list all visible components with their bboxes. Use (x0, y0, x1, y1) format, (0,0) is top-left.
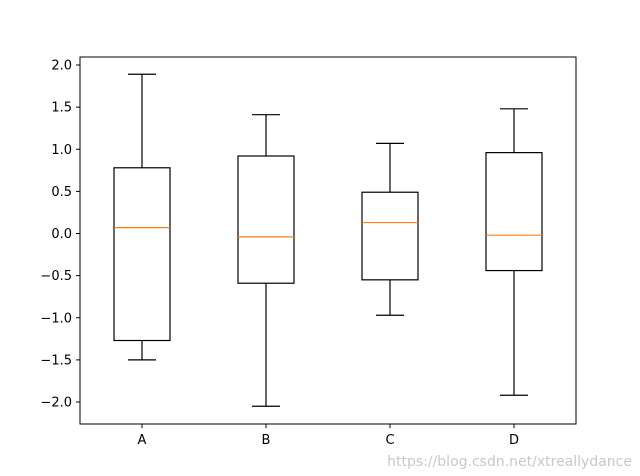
x-tick-label: B (262, 433, 271, 448)
y-tick-label: 1.0 (51, 143, 72, 158)
y-tick-label: −0.5 (40, 269, 72, 284)
y-axis: −2.0 −1.5 −1.0 −0.5 0.0 0.5 1.0 1.5 2.0 (40, 59, 80, 411)
watermark-text: https://blog.csdn.net/xtreallydance (387, 454, 632, 470)
y-tick-label: 1.5 (51, 101, 72, 116)
y-tick-label: 0.5 (51, 185, 72, 200)
plot-area (79, 56, 577, 425)
x-tick-label: D (509, 433, 519, 448)
y-tick-label: −2.0 (40, 396, 72, 411)
y-tick-label: 0.0 (51, 227, 72, 242)
x-tick-label: C (385, 433, 394, 448)
x-axis: A B C D (138, 424, 519, 448)
y-tick-label: −1.0 (40, 311, 72, 326)
y-tick-label: −1.5 (40, 353, 72, 368)
x-tick-label: A (138, 433, 147, 448)
boxes-group (113, 73, 543, 407)
y-tick-label: 2.0 (51, 59, 72, 74)
